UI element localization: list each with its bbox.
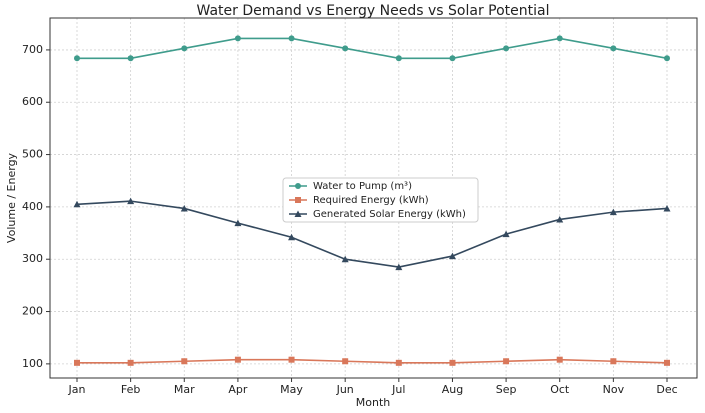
marker (395, 55, 402, 62)
marker (181, 45, 188, 52)
marker (288, 35, 295, 42)
marker (234, 356, 241, 363)
marker (502, 230, 510, 238)
x-tick-label: Feb (121, 383, 140, 396)
chart-title: Water Demand vs Energy Needs vs Solar Po… (197, 3, 550, 19)
x-tick-label: Nov (603, 383, 625, 396)
marker (288, 356, 295, 363)
marker (342, 45, 349, 52)
x-tick-label: Apr (228, 383, 248, 396)
y-tick-label: 100 (22, 357, 43, 370)
marker (342, 358, 349, 365)
legend-label: Generated Solar Energy (kWh) (313, 209, 466, 220)
x-tick-label: May (280, 383, 303, 396)
marker (127, 55, 134, 62)
marker (234, 219, 242, 227)
x-tick-label: Mar (174, 383, 195, 396)
marker (449, 359, 456, 366)
marker (181, 358, 188, 365)
marker (664, 359, 670, 366)
plot-frame (49, 17, 698, 379)
marker (288, 233, 296, 241)
marker (341, 255, 349, 263)
y-tick-label: 200 (22, 305, 43, 318)
marker (609, 208, 617, 216)
marker (295, 197, 301, 203)
legend-label: Water to Pump (m³) (313, 181, 412, 192)
y-tick-label: 600 (22, 95, 43, 108)
series-line (76, 200, 668, 268)
marker (449, 55, 456, 62)
marker (556, 356, 563, 363)
x-tick-label: Sep (496, 383, 517, 396)
legend-label: Required Energy (kWh) (313, 195, 429, 206)
marker (234, 35, 241, 42)
marker (664, 55, 670, 62)
marker (448, 252, 456, 260)
x-tick-label: Dec (656, 383, 677, 396)
marker (610, 358, 617, 365)
x-axis-label: Month (356, 396, 391, 409)
marker (503, 45, 510, 52)
marker (74, 359, 80, 366)
x-tick-label: Aug (442, 383, 463, 396)
y-tick-label: 700 (22, 43, 43, 56)
x-tick-label: Jul (391, 383, 405, 396)
y-tick-label: 400 (22, 200, 43, 213)
marker (180, 204, 188, 212)
marker (556, 215, 564, 223)
x-tick-label: Oct (550, 383, 570, 396)
y-tick-label: 300 (22, 252, 43, 265)
marker (294, 210, 302, 217)
marker (127, 197, 135, 205)
x-tick-label: Jun (336, 383, 354, 396)
series-line (77, 37, 668, 60)
marker (295, 183, 301, 189)
marker (556, 35, 563, 42)
marker (127, 359, 134, 366)
marker (503, 358, 510, 365)
legend-box (282, 177, 479, 223)
marker (610, 45, 617, 52)
marker (73, 200, 81, 208)
marker (395, 263, 403, 271)
legend: Water to Pump (m³) Required Energy (kWh) G… (282, 177, 479, 223)
marker (74, 55, 80, 62)
marker (395, 359, 402, 366)
marker (663, 204, 671, 212)
series-line (77, 358, 668, 364)
y-tick-label: 500 (22, 148, 43, 161)
y-axis-label: Volume / Energy (5, 152, 18, 243)
x-tick-label: Jan (68, 383, 86, 396)
